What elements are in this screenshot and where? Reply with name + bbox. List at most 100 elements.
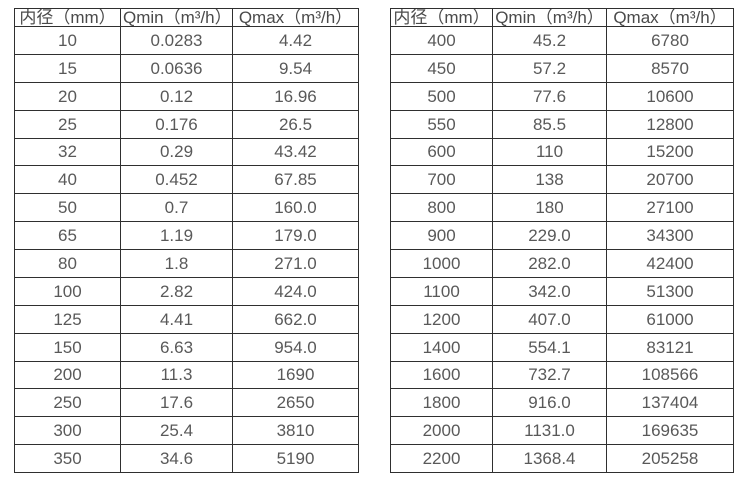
diameter-cell: 65 xyxy=(14,221,121,250)
qmin-cell: 0.0283 xyxy=(120,26,233,55)
qmin-cell: 732.7 xyxy=(492,360,607,390)
qmax-cell: 205258 xyxy=(606,444,734,473)
qmax-cell: 8570 xyxy=(606,53,734,83)
qmax-cell: 5190 xyxy=(232,444,359,473)
diameter-cell: 1800 xyxy=(390,388,493,418)
qmin-cell: 138 xyxy=(492,165,607,195)
qmin-cell: 85.5 xyxy=(492,109,607,139)
col-header-qmin: Qmin（m³/h） xyxy=(492,8,607,27)
table-row: 200 11.3 1690 xyxy=(14,360,359,390)
table-row: 1600 732.7 108566 xyxy=(390,360,734,390)
table-row: 1100 342.0 51300 xyxy=(390,276,734,306)
qmax-cell: 61000 xyxy=(606,304,734,334)
qmin-cell: 554.1 xyxy=(492,332,607,362)
qmax-cell: 9.54 xyxy=(232,53,359,83)
header-row: 内径（mm） Qmin（m³/h） Qmax（m³/h） xyxy=(14,8,359,27)
diameter-cell: 350 xyxy=(14,444,121,473)
diameter-cell: 80 xyxy=(14,249,121,278)
table-row: 32 0.29 43.42 xyxy=(14,137,359,167)
table-body-large-diameters: 400 45.2 6780 450 57.2 8570 500 77.6 10600 550 85.… xyxy=(390,26,734,473)
qmin-cell: 0.29 xyxy=(120,137,233,167)
table-row: 300 25.4 3810 xyxy=(14,416,359,446)
diameter-cell: 40 xyxy=(14,165,121,195)
qmax-cell: 160.0 xyxy=(232,193,359,223)
table-row: 500 77.6 10600 xyxy=(390,81,734,111)
qmin-cell: 34.6 xyxy=(120,444,233,473)
diameter-cell: 2000 xyxy=(390,416,493,446)
table-row: 50 0.7 160.0 xyxy=(14,193,359,223)
diameter-cell: 800 xyxy=(390,193,493,223)
header-row: 内径（mm） Qmin（m³/h） Qmax（m³/h） xyxy=(390,8,734,27)
table-row: 10 0.0283 4.42 xyxy=(14,26,359,55)
table-row: 150 6.63 954.0 xyxy=(14,332,359,362)
table-row: 1400 554.1 83121 xyxy=(390,332,734,362)
qmin-cell: 0.7 xyxy=(120,193,233,223)
qmax-cell: 20700 xyxy=(606,165,734,195)
col-header-qmin: Qmin（m³/h） xyxy=(120,8,233,27)
diameter-cell: 2200 xyxy=(390,444,493,473)
qmin-cell: 180 xyxy=(492,193,607,223)
qmax-cell: 179.0 xyxy=(232,221,359,250)
qmax-cell: 108566 xyxy=(606,360,734,390)
qmax-cell: 954.0 xyxy=(232,332,359,362)
qmin-cell: 17.6 xyxy=(120,388,233,418)
diameter-cell: 500 xyxy=(390,81,493,111)
table-row: 2000 1131.0 169635 xyxy=(390,416,734,446)
qmax-cell: 83121 xyxy=(606,332,734,362)
qmin-cell: 4.41 xyxy=(120,304,233,334)
table-row: 900 229.0 34300 xyxy=(390,221,734,250)
diameter-cell: 250 xyxy=(14,388,121,418)
col-header-qmax: Qmax（m³/h） xyxy=(606,8,734,27)
diameter-cell: 300 xyxy=(14,416,121,446)
table-row: 65 1.19 179.0 xyxy=(14,221,359,250)
qmax-cell: 662.0 xyxy=(232,304,359,334)
qmax-cell: 4.42 xyxy=(232,26,359,55)
qmin-cell: 229.0 xyxy=(492,221,607,250)
qmin-cell: 110 xyxy=(492,137,607,167)
qmin-cell: 2.82 xyxy=(120,276,233,306)
qmin-cell: 77.6 xyxy=(492,81,607,111)
diameter-cell: 400 xyxy=(390,26,493,55)
qmin-cell: 0.452 xyxy=(120,165,233,195)
qmax-cell: 42400 xyxy=(606,249,734,278)
qmin-cell: 916.0 xyxy=(492,388,607,418)
qmax-cell: 43.42 xyxy=(232,137,359,167)
table-row: 2200 1368.4 205258 xyxy=(390,444,734,473)
qmax-cell: 169635 xyxy=(606,416,734,446)
diameter-cell: 550 xyxy=(390,109,493,139)
qmin-cell: 11.3 xyxy=(120,360,233,390)
diameter-cell: 1200 xyxy=(390,304,493,334)
qmin-cell: 407.0 xyxy=(492,304,607,334)
qmax-cell: 3810 xyxy=(232,416,359,446)
table-row: 100 2.82 424.0 xyxy=(14,276,359,306)
diameter-cell: 1100 xyxy=(390,276,493,306)
diameter-cell: 125 xyxy=(14,304,121,334)
flow-rate-table-large-diameters: 内径（mm） Qmin（m³/h） Qmax（m³/h） 400 45.2 6780… xyxy=(390,8,734,473)
table-row: 20 0.12 16.96 xyxy=(14,81,359,111)
table-row: 1200 407.0 61000 xyxy=(390,304,734,334)
diameter-cell: 20 xyxy=(14,81,121,111)
flow-rate-table-small-diameters: 内径（mm） Qmin（m³/h） Qmax（m³/h） 10 0.0283 4.4… xyxy=(14,8,359,473)
qmax-cell: 2650 xyxy=(232,388,359,418)
diameter-cell: 32 xyxy=(14,137,121,167)
table-row: 450 57.2 8570 xyxy=(390,53,734,83)
qmin-cell: 1.19 xyxy=(120,221,233,250)
qmin-cell: 1.8 xyxy=(120,249,233,278)
qmax-cell: 67.85 xyxy=(232,165,359,195)
qmax-cell: 16.96 xyxy=(232,81,359,111)
qmax-cell: 51300 xyxy=(606,276,734,306)
diameter-cell: 600 xyxy=(390,137,493,167)
table-body-small-diameters: 10 0.0283 4.42 15 0.0636 9.54 20 0.12 16.96 25 0.1… xyxy=(14,26,359,473)
table-row: 550 85.5 12800 xyxy=(390,109,734,139)
qmin-cell: 6.63 xyxy=(120,332,233,362)
col-header-qmax: Qmax（m³/h） xyxy=(232,8,359,27)
diameter-cell: 25 xyxy=(14,109,121,139)
qmax-cell: 137404 xyxy=(606,388,734,418)
qmax-cell: 10600 xyxy=(606,81,734,111)
diameter-cell: 200 xyxy=(14,360,121,390)
table-row: 15 0.0636 9.54 xyxy=(14,53,359,83)
table-row: 800 180 27100 xyxy=(390,193,734,223)
qmax-cell: 27100 xyxy=(606,193,734,223)
qmax-cell: 12800 xyxy=(606,109,734,139)
